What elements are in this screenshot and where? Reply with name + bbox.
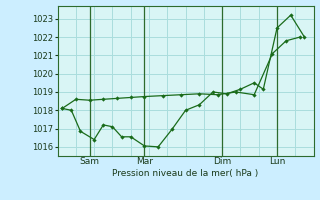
X-axis label: Pression niveau de la mer( hPa ): Pression niveau de la mer( hPa ) bbox=[112, 169, 259, 178]
